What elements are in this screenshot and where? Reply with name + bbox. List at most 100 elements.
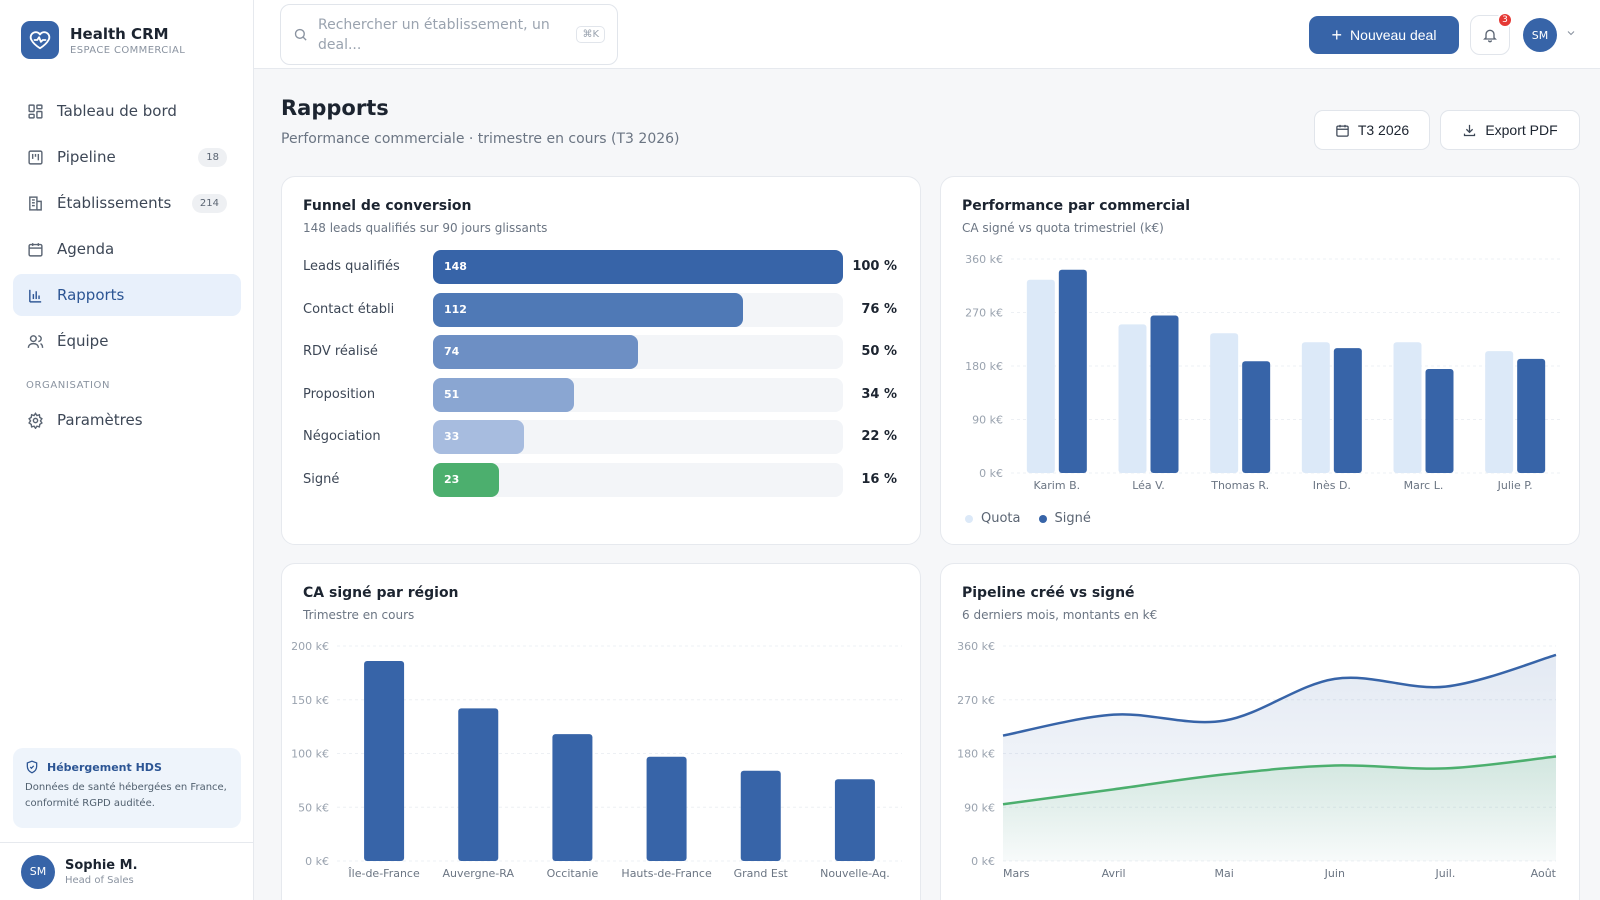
region-bar — [364, 661, 405, 861]
series-line — [1002, 755, 1557, 806]
funnel-stage-percent: 76 % — [861, 301, 897, 317]
pipeline-count-badge: 18 — [198, 147, 227, 167]
funnel-track: 51 — [433, 377, 843, 412]
period-label: T3 2026 — [1357, 122, 1410, 138]
funnel-stage-label: Leads qualifiés — [303, 259, 400, 274]
funnel-bar-value: 148 — [444, 260, 467, 273]
x-tick-label: Mars — [1003, 867, 1030, 880]
funnel-stage-label: Proposition — [303, 386, 376, 402]
bar-quota — [1485, 351, 1514, 473]
funnel-bar: 51 — [433, 377, 575, 412]
performance-legend: Quota Signé — [965, 511, 1109, 526]
search-input[interactable]: Rechercher un établissement, un deal... … — [280, 4, 618, 65]
x-tick-label: Grand Est — [734, 867, 789, 880]
y-tick-label: 0 k€ — [305, 855, 329, 868]
bell-icon — [1482, 27, 1498, 43]
y-tick-label: 180 k€ — [957, 748, 995, 761]
dashboard-icon — [26, 102, 44, 120]
chevron-down-icon[interactable] — [1565, 27, 1577, 39]
period-select-button[interactable]: T3 2026 — [1314, 110, 1430, 150]
x-tick-label: Août — [1531, 867, 1557, 880]
bar-sign — [1333, 348, 1362, 473]
y-tick-label: 0 k€ — [971, 855, 995, 868]
notifications-badge: 3 — [1497, 12, 1513, 28]
legend-label-quota: Quota — [981, 511, 1021, 526]
pipeline-chart: 0 k€ 90 k€ 180 k€ 270 k€ 360 k€ Mars Avril Mai J… — [957, 640, 1557, 880]
new-deal-label: Nouveau deal — [1350, 27, 1437, 43]
sidebar-item-equipe[interactable]: Équipe — [13, 320, 241, 362]
funnel-stage-percent: 16 % — [861, 471, 897, 487]
funnel-bar-value: 51 — [444, 387, 460, 401]
topbar: Rechercher un établissement, un deal... … — [254, 0, 1600, 69]
funnel-subtitle: 148 leads qualifiés sur 90 jours glissan… — [303, 221, 548, 235]
app-subtitle: ESPACE COMMERCIAL — [70, 44, 186, 56]
performance-subtitle: CA signé vs quota trimestriel (k€) — [962, 221, 1164, 235]
y-tick-label: 200 k€ — [291, 640, 329, 653]
x-tick-label: Île-de-France — [347, 867, 420, 880]
bar-quota — [1026, 279, 1055, 473]
y-tick-label: 360 k€ — [965, 253, 1003, 266]
sidebar-item-pipeline[interactable]: Pipeline 18 — [13, 136, 241, 178]
region-bar — [646, 756, 687, 861]
y-tick-label: 270 k€ — [957, 694, 995, 707]
sidebar-item-agenda[interactable]: Agenda — [13, 228, 241, 270]
brand[interactable]: Health CRM ESPACE COMMERCIAL — [21, 21, 185, 59]
legend-item-signe: Signé — [1038, 511, 1091, 526]
region-bar — [458, 708, 499, 861]
calendar-icon — [1335, 123, 1350, 138]
sidebar-item-dashboard[interactable]: Tableau de bord — [13, 90, 241, 132]
funnel-bar-value: 74 — [444, 345, 460, 358]
funnel-row: Leads qualifiés 148 100 % — [303, 250, 897, 284]
shield-icon — [25, 760, 39, 774]
bar-sign — [1150, 315, 1179, 473]
search-shortcut: ⌘K — [576, 26, 605, 43]
funnel-bar: 23 — [433, 462, 499, 497]
search-icon — [293, 27, 308, 42]
export-label: Export PDF — [1485, 122, 1558, 138]
user-profile[interactable]: SM Sophie M. Head of Sales — [0, 842, 254, 900]
y-tick-label: 100 k€ — [291, 748, 329, 761]
funnel-row: Contact établi 112 76 % — [303, 292, 897, 327]
hds-info-box: Hébergement HDS Données de santé hébergé… — [13, 748, 241, 828]
pipeline-title: Pipeline créé vs signé — [962, 585, 1135, 601]
sidebar-item-label: Paramètres — [57, 411, 143, 429]
building-icon — [26, 194, 44, 212]
funnel-row: Signé 23 16 % — [303, 462, 897, 497]
funnel-bar: 148 — [433, 250, 843, 284]
funnel-track: 112 — [433, 292, 843, 327]
sidebar-item-etablissements[interactable]: Établissements 214 — [13, 182, 241, 224]
sidebar-item-parametres[interactable]: Paramètres — [13, 399, 241, 441]
bar-chart-icon — [26, 286, 44, 304]
x-tick-label: Juil. — [1434, 867, 1455, 880]
sidebar-item-rapports[interactable]: Rapports — [13, 274, 241, 316]
legend-dot-quota — [965, 514, 973, 523]
y-tick-label: 270 k€ — [965, 307, 1003, 320]
funnel-card: Funnel de conversion 148 leads qualifiés… — [281, 176, 921, 545]
new-deal-button[interactable]: + Nouveau deal — [1309, 16, 1459, 54]
sidebar-item-label: Rapports — [57, 286, 125, 304]
y-tick-label: 180 k€ — [965, 360, 1003, 373]
y-tick-label: 90 k€ — [964, 801, 995, 814]
y-tick-label: 50 k€ — [298, 801, 329, 814]
x-tick-label: Hauts-de-France — [621, 867, 712, 880]
x-tick-label: Léa V. — [1132, 479, 1165, 492]
funnel-track: 74 — [433, 335, 843, 369]
pipeline-icon — [26, 148, 44, 166]
avatar: SM — [21, 854, 55, 889]
legend-dot-signe — [1038, 514, 1047, 523]
user-name: Sophie M. — [65, 857, 138, 873]
funnel-bar-value: 112 — [444, 302, 467, 316]
x-tick-label: Avril — [1102, 867, 1126, 880]
region-bar — [552, 734, 593, 861]
page-subtitle: Performance commerciale · trimestre en c… — [281, 131, 680, 147]
user-avatar-button[interactable]: SM — [1523, 18, 1557, 52]
sidebar-item-label: Pipeline — [57, 148, 116, 166]
export-pdf-button[interactable]: Export PDF — [1440, 110, 1580, 150]
hds-title: Hébergement HDS — [47, 760, 162, 774]
funnel-stage-percent: 22 % — [861, 429, 897, 444]
app-name: Health CRM — [70, 24, 169, 43]
notifications-button[interactable]: 3 — [1470, 12, 1513, 55]
bar-sign — [1517, 358, 1546, 473]
user-role: Head of Sales — [65, 874, 134, 886]
series-area — [1003, 756, 1556, 861]
